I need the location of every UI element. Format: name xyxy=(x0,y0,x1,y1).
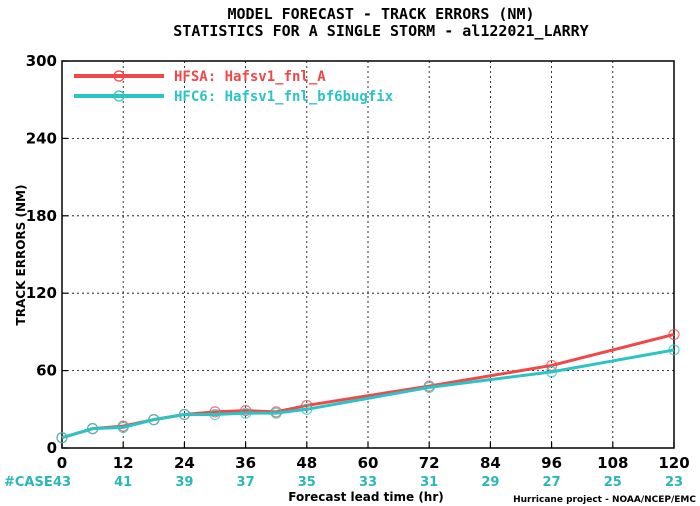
case-label: #CASE xyxy=(4,475,53,490)
case-count: 41 xyxy=(114,475,132,490)
case-count: 25 xyxy=(604,475,622,490)
y-tick-label: 300 xyxy=(26,52,57,70)
legend-label-hfc6: HFC6: Hafsv1_fnl_bf6bugfix xyxy=(174,89,394,105)
y-tick-label: 240 xyxy=(26,129,57,147)
case-counts: 43 41 39 37 35 33 31 29 27 25 23 xyxy=(53,475,683,490)
data-point-1 xyxy=(301,403,313,415)
x-tick-label: 24 xyxy=(174,454,195,472)
data-point-1 xyxy=(545,366,558,378)
data-point-1 xyxy=(668,344,680,356)
legend: HFSA: Hafsv1_fnl_A HFC6: Hafsv1_fnl_bf6b… xyxy=(74,69,394,105)
y-axis-label: TRACK ERRORS (NM) xyxy=(14,185,28,326)
data-point-1 xyxy=(423,381,435,393)
case-count: 29 xyxy=(481,475,499,490)
y-tick-label: 120 xyxy=(26,284,57,302)
data-point-1 xyxy=(86,423,99,435)
case-count: 35 xyxy=(298,475,316,490)
legend-label-hfsa: HFSA: Hafsv1_fnl_A xyxy=(174,69,326,85)
data-point-1 xyxy=(240,407,252,419)
x-tick-label: 60 xyxy=(358,454,379,472)
y-tick-label: 180 xyxy=(26,207,57,225)
data-point-1 xyxy=(209,408,221,421)
chart-title: MODEL FORECAST - TRACK ERRORS (NM) xyxy=(227,5,534,23)
legend-marker-hfsa xyxy=(113,70,125,82)
x-tick-label: 108 xyxy=(597,454,628,472)
x-tick-label: 84 xyxy=(480,454,501,472)
series-layer xyxy=(56,328,680,444)
case-count: 31 xyxy=(420,475,438,490)
legend-marker-hfc6 xyxy=(113,90,125,102)
case-count: 23 xyxy=(665,475,683,490)
x-tick-label: 48 xyxy=(296,454,317,472)
case-count: 33 xyxy=(359,475,377,490)
x-tick-label: 36 xyxy=(235,454,256,472)
case-count: 39 xyxy=(175,475,193,490)
x-tick-label: 120 xyxy=(658,454,689,472)
x-axis-ticks: 0 12 24 36 48 60 72 84 96 108 120 xyxy=(57,442,690,472)
data-point-1 xyxy=(270,407,282,419)
credit-text: Hurricane project - NOAA/NCEP/EMC xyxy=(513,495,696,505)
case-count: 43 xyxy=(53,475,71,490)
x-tick-label: 0 xyxy=(57,454,67,472)
grid xyxy=(62,61,674,448)
x-tick-label: 96 xyxy=(541,454,562,472)
data-point-1 xyxy=(56,432,68,444)
case-count: 27 xyxy=(543,475,561,490)
y-axis-ticks: 0 60 120 180 240 300 xyxy=(26,52,68,457)
x-axis-label: Forecast lead time (hr) xyxy=(288,490,444,504)
data-point-1 xyxy=(117,421,129,433)
y-tick-label: 0 xyxy=(47,439,57,457)
y-tick-label: 60 xyxy=(36,362,57,380)
data-point-1 xyxy=(148,414,160,426)
data-point-0 xyxy=(240,404,252,417)
data-point-0 xyxy=(209,406,221,418)
chart-subtitle: STATISTICS FOR A SINGLE STORM - al122021… xyxy=(173,22,588,40)
data-point-1 xyxy=(178,408,190,421)
x-tick-label: 72 xyxy=(419,454,440,472)
x-tick-label: 12 xyxy=(113,454,134,472)
data-point-0 xyxy=(668,328,680,341)
plot-frame xyxy=(61,60,675,449)
case-count: 37 xyxy=(237,475,255,490)
